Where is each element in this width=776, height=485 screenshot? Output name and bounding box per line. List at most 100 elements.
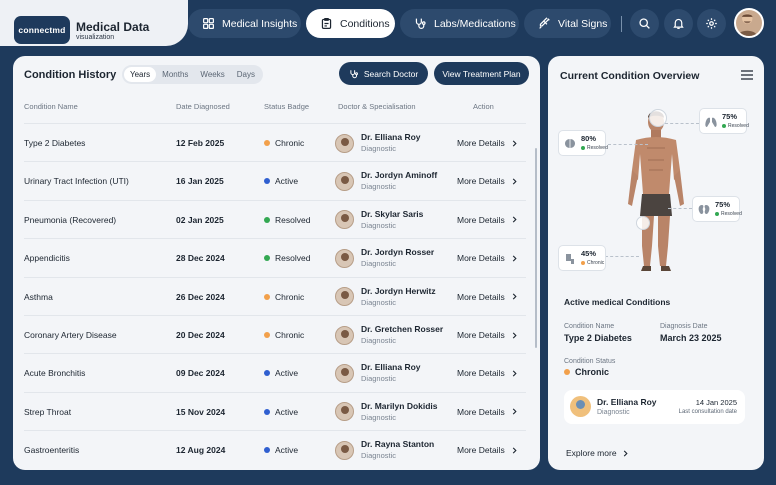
doctor-avatar (335, 287, 354, 307)
tab-label: Labs/Medications (434, 17, 516, 30)
table-row[interactable]: Acute Bronchitis 09 Dec 2024 Active Dr. Ell… (24, 353, 526, 391)
table-row[interactable]: Pneumonia (Recovered) 02 Jan 2025 Resolved… (24, 199, 526, 239)
search-icon (639, 18, 650, 29)
more-details-button[interactable]: More Details (457, 201, 518, 239)
doctor-specialisation: Diagnostic (361, 374, 397, 384)
notifications-button[interactable] (664, 9, 693, 38)
column-header-status[interactable]: Status Badge (264, 102, 310, 111)
app-logo[interactable]: connectmd (14, 16, 70, 44)
app-title: Medical Data (76, 20, 150, 34)
column-header-date[interactable]: Date Diagnosed (176, 102, 230, 111)
search-button[interactable] (630, 9, 659, 38)
status-badge: Chronic (264, 278, 304, 316)
app-subtitle: visualization (76, 34, 115, 41)
doctor-avatar (570, 396, 591, 417)
column-header-doctor[interactable]: Doctor & Specialisation (338, 102, 416, 111)
table-scrollbar[interactable] (535, 148, 537, 348)
doctor-name: Dr. Marilyn Dokidis (361, 400, 438, 411)
doctor-cell: Dr. Jordyn Herwitz Diagnostic (335, 278, 436, 316)
doctor-name: Dr. Gretchen Rosser (361, 324, 444, 334)
head-highlight[interactable] (649, 109, 667, 127)
status-badge: Resolved (264, 239, 310, 277)
range-weeks[interactable]: Weeks (200, 70, 225, 79)
status-badge: Resolved (264, 201, 310, 239)
table-row[interactable]: Strep Throat 15 Nov 2024 Active Dr. Marilyn… (24, 391, 526, 431)
doctor-name: Dr. Skylar Saris (361, 208, 424, 219)
status-dot (264, 332, 270, 338)
doctor-specialisation: Diagnostic (361, 451, 397, 461)
doctor-avatar (335, 363, 354, 383)
tab-medical-insights[interactable]: Medical Insights (188, 9, 301, 38)
range-months[interactable]: Months (162, 70, 189, 79)
header-divider (621, 16, 622, 32)
condition-history-panel: Condition History Years Months Weeks Day… (13, 56, 540, 470)
condition-status-badge: Chronic (564, 367, 609, 377)
view-treatment-plan-button[interactable]: View Treatment Plan (434, 62, 529, 85)
condition-overview-panel: Current Condition Overview 80% Resolved … (548, 56, 764, 470)
table-row[interactable]: Type 2 Diabetes 12 Feb 2025 Chronic Dr. Ell… (24, 123, 526, 161)
date-diagnosed: 12 Feb 2025 (176, 138, 225, 148)
condition-name: Strep Throat (24, 406, 72, 417)
status-dot (264, 255, 270, 262)
organ-card-knee[interactable]: 45% Chronic (558, 245, 606, 271)
search-doctor-button[interactable]: Search Doctor (339, 62, 428, 85)
column-header-condition[interactable]: Condition Name (24, 102, 78, 111)
column-header-action[interactable]: Action (473, 102, 494, 111)
doctor-specialisation: Diagnostic (361, 182, 397, 192)
status-dot (264, 178, 270, 185)
user-avatar[interactable] (734, 8, 764, 38)
status-badge: Chronic (264, 316, 304, 354)
more-details-button[interactable]: More Details (457, 431, 518, 469)
doctor-avatar (335, 248, 354, 268)
knee-highlight[interactable] (636, 216, 650, 230)
table-row[interactable]: Urinary Tract Infection (UTI) 16 Jan 2025… (24, 161, 526, 199)
status-dot (264, 216, 270, 223)
doctor-name: Dr. Rayna Stanton (361, 439, 435, 450)
doctor-name: Dr. Elliana Roy (361, 362, 421, 373)
explore-more-link[interactable]: Explore more (566, 448, 629, 458)
table-row[interactable]: Gastroenteritis 12 Aug 2024 Active Dr. Rayn… (24, 430, 526, 468)
doctor-cell: Dr. Rayna Stanton Diagnostic (335, 431, 434, 469)
organ-card-lungs[interactable]: 75% Resolved (699, 108, 749, 134)
condition-name: Gastroenteritis (24, 445, 80, 456)
doctor-avatar (335, 402, 354, 422)
doctor-name: Dr. Elliana Roy (361, 132, 421, 142)
more-details-button[interactable]: More Details (457, 316, 518, 354)
more-details-button[interactable]: More Details (457, 162, 518, 200)
table-row[interactable]: Appendicitis 28 Dec 2024 Resolved Dr. Jordy… (24, 238, 526, 276)
doctor-card[interactable]: Dr. Elliana Roy Diagnostic 14 Jan 2025 L… (564, 390, 745, 424)
body-figure (628, 111, 684, 271)
more-details-button[interactable]: More Details (457, 393, 518, 431)
range-years[interactable]: Years (124, 67, 157, 82)
condition-name-value: Type 2 Diabetes (564, 333, 632, 343)
tab-labs-medications[interactable]: Labs/Medications (400, 9, 519, 38)
more-details-button[interactable]: More Details (457, 124, 518, 162)
grid-icon (203, 18, 214, 29)
chevron-right-icon (512, 408, 517, 415)
date-diagnosed: 02 Jan 2025 (176, 214, 224, 225)
range-days[interactable]: Days (236, 70, 255, 79)
chevron-right-icon (512, 447, 517, 454)
settings-button[interactable] (697, 9, 726, 38)
tab-conditions[interactable]: Conditions (306, 9, 395, 38)
chevron-right-icon (512, 331, 517, 339)
status-dot (264, 447, 270, 454)
organ-card-kidneys[interactable]: 75% Resolved (692, 196, 742, 222)
doctor-avatar (335, 440, 354, 460)
more-details-button[interactable]: More Details (457, 354, 518, 392)
condition-name: Appendicitis (24, 253, 70, 264)
doctor-avatar (335, 171, 354, 191)
organ-card-brain[interactable]: 80% Resolved (558, 130, 608, 156)
status-badge: Active (264, 431, 298, 469)
table-row[interactable]: Asthma 26 Dec 2024 Chronic Dr. Jordyn Herwi… (24, 276, 526, 316)
menu-icon[interactable] (741, 70, 753, 80)
knee-icon (566, 254, 574, 264)
table-row[interactable]: Coronary Artery Disease 20 Dec 2024 Chroni… (24, 315, 526, 353)
tab-vital-signs[interactable]: Vital Signs (524, 9, 611, 38)
panel-title: Condition History (24, 69, 117, 81)
lungs-icon (705, 117, 717, 127)
more-details-button[interactable]: More Details (457, 278, 518, 316)
more-details-button[interactable]: More Details (457, 239, 518, 277)
stethoscope-icon (350, 69, 358, 78)
condition-name-label: Condition Name (564, 323, 615, 330)
